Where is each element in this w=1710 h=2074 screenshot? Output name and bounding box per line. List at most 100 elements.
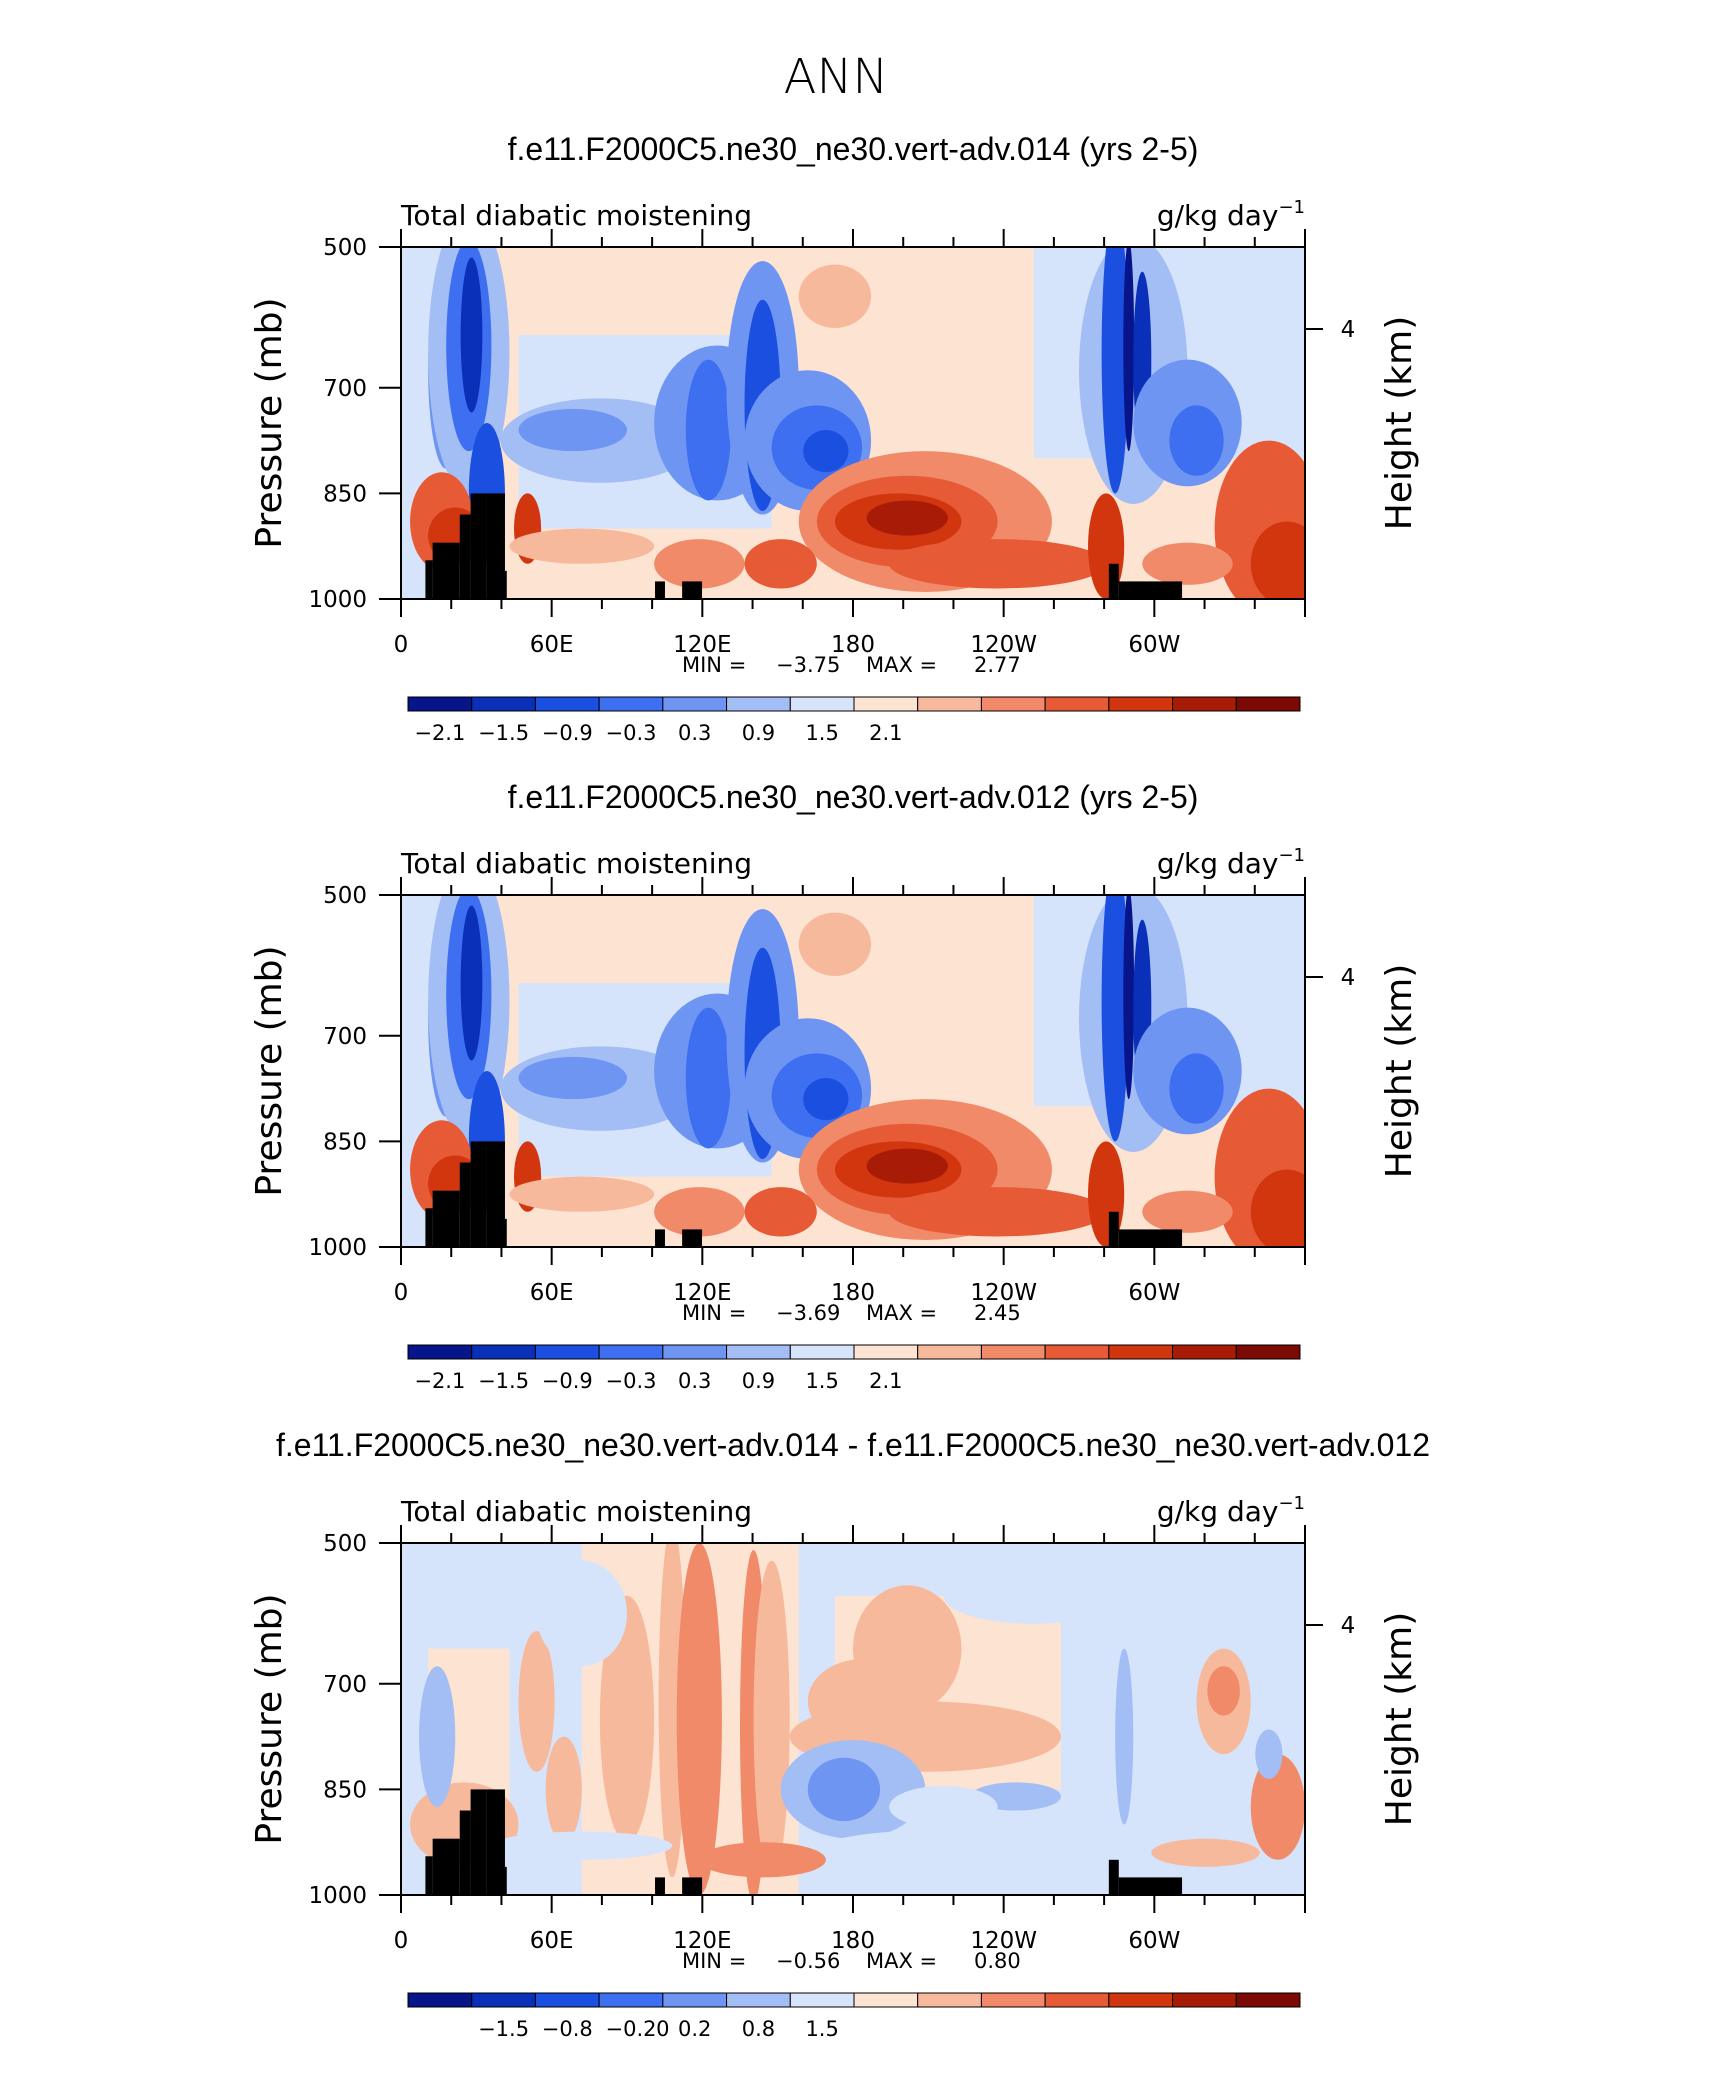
colorbar-box [726,1992,791,2008]
terrain-mask [655,581,665,599]
contour-blob [1101,895,1129,1142]
contour-blob [803,430,849,473]
y-tick-label: 500 [323,883,367,909]
x-tick-label: 120W [970,1928,1037,1954]
y-tick-label: 1000 [308,1883,367,1909]
contour-blob [889,539,1107,589]
contour-blob [1250,1169,1305,1247]
units-label: g/kg day−1 [1157,1493,1305,1528]
x-tick-label: 180 [831,632,875,658]
contour-blob [866,500,948,536]
colorbar-box [980,696,1046,712]
y2-tick-label: 4 [1341,1613,1356,1639]
contour-blob [798,912,872,976]
contour-blob [1169,1053,1224,1124]
terrain-mask [1108,563,1119,599]
colorbar-box [534,1992,600,2008]
y-tick-label: 850 [323,481,367,507]
contour-blob [536,1560,627,1667]
colorbar-label: −2.1 [414,1369,465,1393]
max-value: 2.77 [974,653,1021,677]
contour-blob [803,1078,849,1121]
colorbar-label: 1.5 [805,721,838,745]
colorbar-box [407,1992,473,2008]
colorbar-box [726,1344,791,1360]
y2-tick-label: 4 [1341,965,1356,991]
contour-blob [1142,542,1233,585]
y2-tick-label: 4 [1341,317,1356,343]
contour-blob [685,1007,731,1149]
contour-blob [685,359,731,501]
colorbar-label: −0.9 [542,1369,593,1393]
contour-blob [491,1831,673,1860]
terrain-mask [1173,581,1183,599]
contour-blob [889,1187,1107,1237]
variable-label: Total diabatic moistening [400,847,752,880]
contour-blob [509,1176,655,1212]
terrain-mask [1108,1859,1119,1895]
terrain-mask [1108,1211,1119,1247]
contour-blob [545,1736,582,1843]
colorbar-label: −1.5 [478,2017,529,2041]
x-tick-label: 180 [831,1928,875,1954]
min-label: MIN = [682,653,746,677]
colorbar-box [789,1344,855,1360]
terrain-mask [470,1141,487,1247]
colorbar-label: 0.9 [742,1369,775,1393]
y-tick-label: 500 [323,1531,367,1557]
y2-axis-title: Height (km) [1379,316,1420,530]
x-tick-label: 120E [673,632,731,658]
units-label: g/kg day−1 [1157,845,1305,880]
x-tick-label: 60E [530,1280,574,1306]
terrain-mask [432,1190,460,1247]
colorbar-box [1172,1344,1237,1360]
colorbar-label: 0.9 [742,721,775,745]
panel-title: f.e11.F2000C5.ne30_ne30.vert-adv.012 (yr… [508,779,1199,815]
terrain-mask [655,1229,665,1247]
colorbar-box [471,1344,536,1360]
x-tick-label: 0 [394,1280,409,1306]
colorbar-box [853,1344,919,1360]
terrain-mask [682,1877,703,1895]
contour-blob [1169,405,1224,476]
colorbar-box [471,1992,536,2008]
min-value: −3.69 [776,1301,840,1325]
y-tick-label: 850 [323,1777,367,1803]
y-tick-label: 700 [323,1024,367,1050]
colorbar-label: 0.3 [678,721,711,745]
x-tick-label: 0 [394,632,409,658]
contour-blob [866,1148,948,1184]
contour-blob [1142,1190,1233,1233]
units-label: g/kg day−1 [1157,197,1305,232]
contour-blob [509,528,655,564]
colorbar-box [534,696,600,712]
colorbar-box [726,696,791,712]
y-tick-label: 1000 [308,587,367,613]
panel-title: f.e11.F2000C5.ne30_ne30.vert-adv.014 (yr… [508,131,1199,167]
x-tick-label: 120E [673,1928,731,1954]
terrain-mask [655,1877,665,1895]
x-tick-label: 60E [530,1928,574,1954]
contour-blob [460,905,483,1061]
y-axis-title: Pressure (mb) [249,945,290,1196]
min-value: −3.75 [776,653,840,677]
colorbar-box [1044,1992,1110,2008]
colorbar-label: 2.1 [869,721,902,745]
colorbar-label: −0.9 [542,721,593,745]
x-tick-label: 60E [530,632,574,658]
colorbar-box [662,1344,728,1360]
terrain-mask [500,1218,507,1247]
contour-blob [518,408,627,452]
colorbar-label: 0.8 [742,2017,775,2041]
colorbar-box [471,696,536,712]
x-tick-label: 120W [970,1280,1037,1306]
heatmap-field [401,895,1305,1247]
chart-panel-2: f.e11.F2000C5.ne30_ne30.vert-adv.012 (yr… [249,779,1420,1393]
contour-blob [1115,1648,1134,1825]
contour-blob [1123,895,1135,1100]
colorbar-label: 0 [656,2017,669,2041]
colorbar-label: −2.1 [414,721,465,745]
contour-blob [1160,1701,1197,1807]
colorbar-box [789,696,855,712]
